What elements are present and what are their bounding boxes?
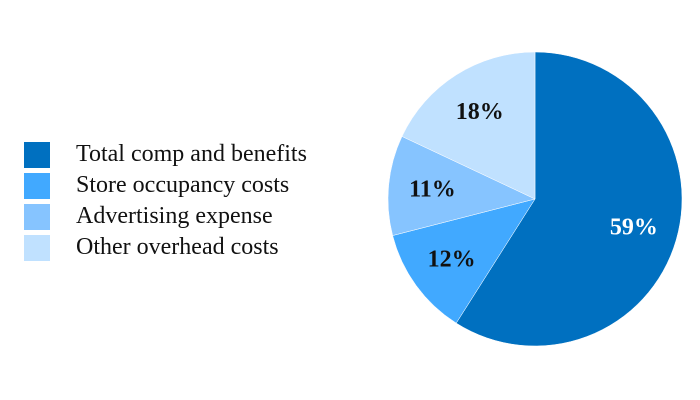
legend-label: Advertising expense [76, 203, 273, 229]
legend: Total comp and benefits Store occupancy … [24, 139, 307, 263]
pie-slice-advertising [387, 136, 536, 236]
pie-slice-label: 11% [409, 176, 456, 202]
legend-swatch [24, 234, 50, 261]
legend-item-other-overhead: Other overhead costs [24, 232, 307, 263]
pie-slice-label: 12% [428, 247, 476, 273]
legend-label: Store occupancy costs [76, 172, 290, 198]
pie-slice-labels: 59% 12% 11% 18% [409, 99, 658, 273]
legend-label: Other overhead costs [76, 234, 279, 260]
pie-slices [387, 51, 683, 347]
pie-slice-store-occupancy [392, 198, 536, 324]
legend-label: Total comp and benefits [76, 141, 307, 167]
pie-slice-other-overhead [401, 51, 536, 200]
legend-swatch [24, 141, 50, 168]
pie-slice-total-comp [455, 51, 683, 347]
legend-item-advertising: Advertising expense [24, 201, 307, 232]
legend-item-store-occupancy: Store occupancy costs [24, 170, 307, 201]
pie-slice-label: 59% [610, 215, 658, 241]
legend-swatch [24, 203, 50, 230]
legend-swatch [24, 172, 50, 199]
pie-slice-label: 18% [456, 99, 504, 125]
legend-item-total-comp: Total comp and benefits [24, 139, 307, 170]
